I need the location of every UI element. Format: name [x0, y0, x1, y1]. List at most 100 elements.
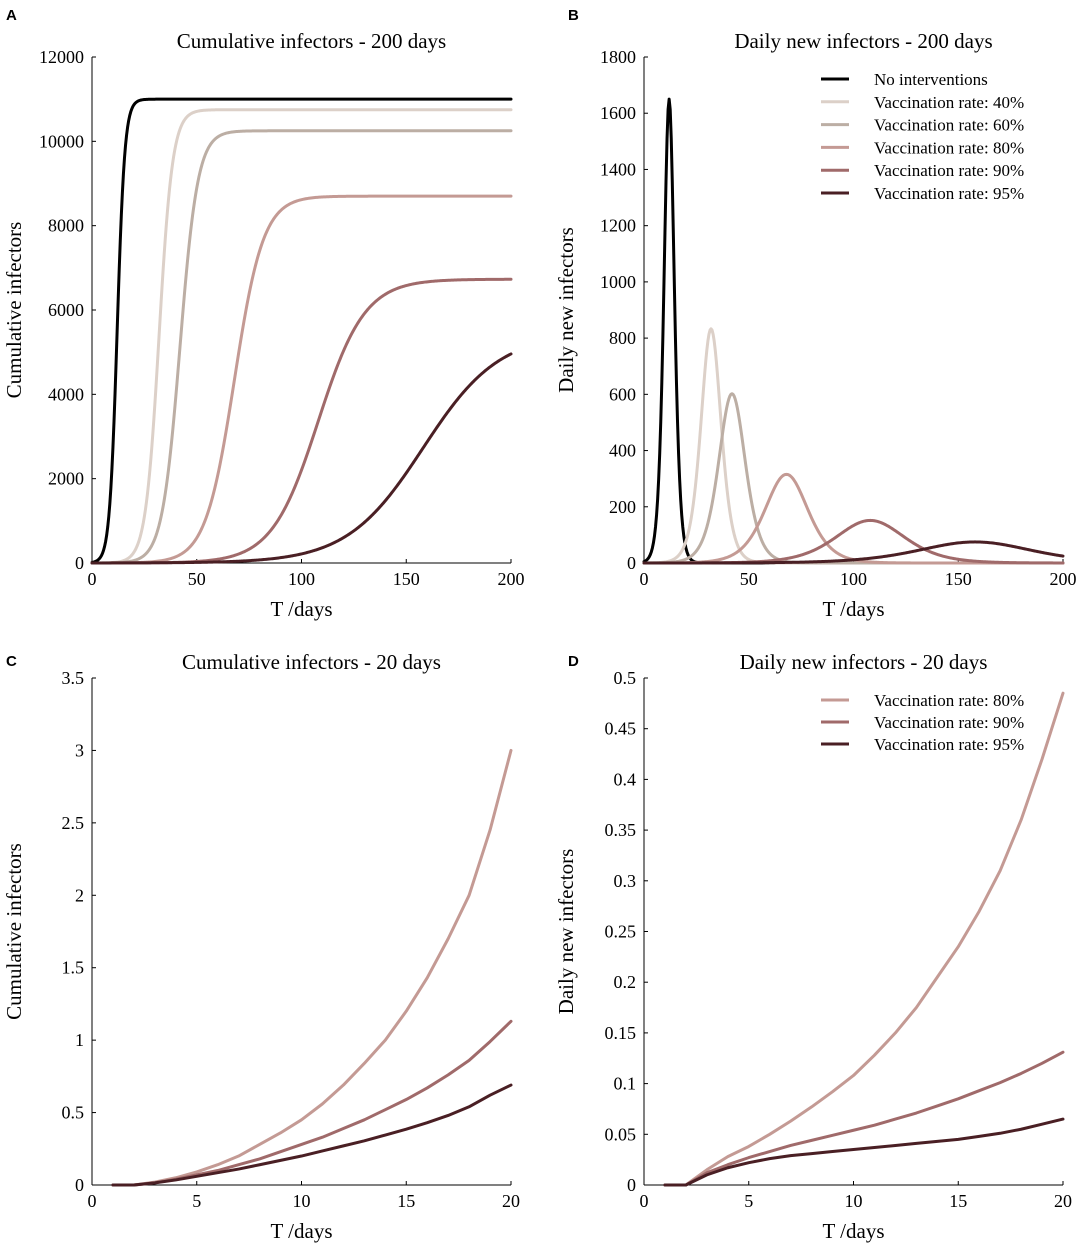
series-line-vax95 — [90, 352, 513, 565]
x-tick-label: 0 — [88, 1191, 97, 1211]
series-line-vax90 — [111, 1019, 513, 1187]
x-tick-label: 50 — [740, 569, 758, 589]
y-tick-label: 2 — [75, 885, 84, 905]
y-tick-label: 0.25 — [605, 922, 637, 942]
x-axis-label: T /days — [270, 1219, 332, 1243]
x-tick-label: 0 — [640, 1191, 649, 1211]
chart-title: Cumulative infectors - 20 days — [182, 650, 441, 674]
y-tick-label: 4000 — [48, 384, 84, 404]
series-line-vax95 — [663, 1117, 1065, 1187]
panel-a: Cumulative infectors - 200 days 0 50 100 150… — [2, 29, 525, 621]
y-tick-label: 0.3 — [614, 871, 637, 891]
x-tick-label: 150 — [945, 569, 972, 589]
y-tick-label: 0.45 — [605, 719, 637, 739]
y-tick-label: 1800 — [600, 47, 636, 67]
y-tick-label: 3.5 — [62, 668, 85, 688]
series-line-vax80 — [90, 194, 513, 565]
y-axis-label: Daily new infectors — [554, 849, 578, 1015]
x-tick-label: 10 — [845, 1191, 863, 1211]
x-tick-label: 20 — [1054, 1191, 1072, 1211]
panel-letter-b: B — [568, 7, 579, 24]
y-tick-label: 600 — [609, 384, 636, 404]
y-tick-label: 0.15 — [605, 1023, 637, 1043]
panel-d: Daily new infectors - 20 days 0 5 10 15 20 0 0.… — [554, 650, 1072, 1243]
x-tick-label: 150 — [393, 569, 420, 589]
y-axis-label: Cumulative infectors — [2, 843, 26, 1020]
legend-entry: Vaccination rate: 90% — [874, 713, 1024, 732]
x-tick-label: 5 — [192, 1191, 201, 1211]
x-tick-label: 0 — [88, 569, 97, 589]
x-tick-label: 20 — [502, 1191, 520, 1211]
y-tick-label: 2.5 — [62, 813, 85, 833]
series-line-vax95 — [111, 1083, 513, 1187]
chart-title: Daily new infectors - 20 days — [740, 650, 988, 674]
y-tick-label: 0.2 — [614, 972, 637, 992]
y-tick-label: 400 — [609, 441, 636, 461]
y-tick-label: 1200 — [600, 216, 636, 236]
y-tick-label: 0.05 — [605, 1124, 637, 1144]
y-tick-label: 12000 — [39, 47, 84, 67]
y-tick-label: 0 — [75, 553, 84, 573]
panel-letter-d: D — [568, 653, 579, 670]
x-tick-label: 15 — [949, 1191, 967, 1211]
x-tick-label: 200 — [1050, 569, 1077, 589]
y-tick-label: 8000 — [48, 216, 84, 236]
legend-entry: Vaccination rate: 90% — [874, 161, 1024, 180]
y-axis-label: Daily new infectors — [554, 227, 578, 393]
y-axis-label: Cumulative infectors — [2, 222, 26, 399]
y-tick-label: 1400 — [600, 159, 636, 179]
x-tick-label: 200 — [498, 569, 525, 589]
y-tick-label: 0 — [627, 553, 636, 573]
chart-title: Cumulative infectors - 200 days — [177, 29, 446, 53]
legend-entry: Vaccination rate: 95% — [874, 735, 1024, 754]
x-axis-label: T /days — [822, 597, 884, 621]
panel-letter-c: C — [6, 653, 17, 670]
y-tick-label: 1 — [75, 1030, 84, 1050]
y-tick-label: 0.1 — [614, 1074, 637, 1094]
y-tick-label: 0.5 — [614, 668, 637, 688]
panel-c: Cumulative infectors - 20 days 0 5 10 15 20 0 0… — [2, 650, 520, 1243]
x-axis-label: T /days — [822, 1219, 884, 1243]
y-tick-label: 1000 — [600, 272, 636, 292]
y-tick-label: 2000 — [48, 469, 84, 489]
series-line-vax60 — [642, 392, 1065, 565]
x-axis-label: T /days — [270, 597, 332, 621]
y-tick-label: 3 — [75, 740, 84, 760]
x-tick-label: 100 — [840, 569, 867, 589]
series-line-vax80 — [663, 691, 1065, 1187]
x-tick-label: 50 — [188, 569, 206, 589]
y-tick-label: 0 — [75, 1175, 84, 1195]
series-line-vax90 — [663, 1050, 1065, 1187]
x-tick-label: 15 — [397, 1191, 415, 1211]
series-line-vax80 — [111, 748, 513, 1187]
panel-letter-a: A — [6, 7, 17, 24]
y-tick-label: 1600 — [600, 103, 636, 123]
y-tick-label: 200 — [609, 497, 636, 517]
y-tick-label: 0.5 — [62, 1103, 85, 1123]
chart-title: Daily new infectors - 200 days — [734, 29, 992, 53]
y-tick-label: 10000 — [39, 131, 84, 151]
x-tick-label: 100 — [288, 569, 315, 589]
y-tick-label: 0 — [627, 1175, 636, 1195]
legend-entry: Vaccination rate: 80% — [874, 138, 1024, 157]
y-tick-label: 1.5 — [62, 958, 85, 978]
legend-entry: Vaccination rate: 80% — [874, 691, 1024, 710]
x-tick-label: 10 — [293, 1191, 311, 1211]
y-tick-label: 800 — [609, 328, 636, 348]
series-line-vax95 — [642, 540, 1065, 565]
legend-entry: Vaccination rate: 40% — [874, 93, 1024, 112]
legend-entry: Vaccination rate: 60% — [874, 116, 1024, 135]
series-line-vax80 — [642, 472, 1065, 565]
legend-entry: Vaccination rate: 95% — [874, 184, 1024, 203]
x-tick-label: 0 — [640, 569, 649, 589]
legend-entry: No interventions — [874, 70, 988, 89]
series-line-no_interventions — [90, 97, 513, 564]
panel-b: Daily new infectors - 200 days 0 50 100 150 2… — [554, 29, 1077, 621]
series-line-vax40 — [90, 108, 513, 565]
y-tick-label: 0.35 — [605, 820, 637, 840]
y-tick-label: 6000 — [48, 300, 84, 320]
series-line-vax60 — [90, 129, 513, 565]
y-tick-label: 0.4 — [614, 769, 637, 789]
x-tick-label: 5 — [744, 1191, 753, 1211]
